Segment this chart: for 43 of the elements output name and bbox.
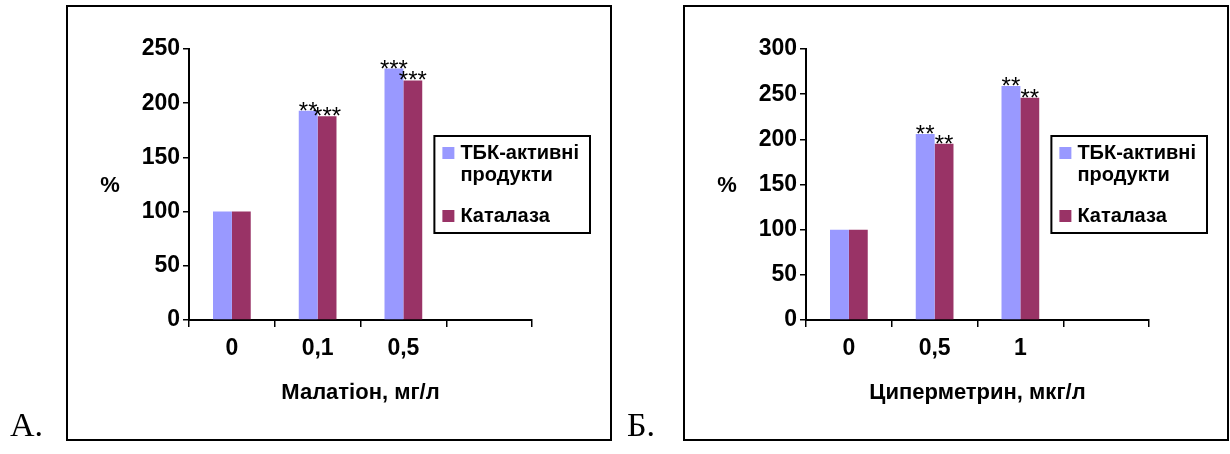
- bar: [848, 229, 868, 320]
- legend-label: ТБК-активні продукти: [460, 140, 580, 185]
- legend-label: ТБК-активні продукти: [1077, 140, 1197, 185]
- bar: [403, 80, 423, 320]
- legend-label: Каталаза: [1077, 203, 1168, 226]
- bar: [934, 143, 954, 320]
- x-tick-label: 0: [225, 334, 239, 361]
- y-tick-label: 150: [141, 142, 180, 169]
- y-tick-label: 50: [154, 251, 180, 278]
- legend-label: Каталаза: [460, 203, 551, 226]
- bar: [231, 211, 251, 320]
- bar: [1020, 97, 1040, 320]
- bar: [1001, 86, 1021, 320]
- x-tick-label: 0: [842, 334, 856, 361]
- y-tick-label: 50: [771, 260, 797, 287]
- text: Б.: [627, 406, 656, 443]
- x-tick-label: 0,5: [387, 334, 420, 361]
- data-label: **: [934, 129, 954, 157]
- data-label: **: [1001, 72, 1021, 100]
- y-tick-label: 100: [758, 215, 797, 242]
- y-axis-title: %: [717, 171, 737, 197]
- y-axis-title: %: [100, 171, 120, 197]
- y-tick-label: 100: [141, 196, 180, 223]
- y-tick-label: 250: [758, 79, 797, 106]
- y-tick-label: 200: [141, 88, 180, 115]
- x-tick-label: 1: [1013, 334, 1027, 361]
- y-tick-label: 150: [758, 169, 797, 196]
- x-axis-title: Циперметрин, мкг/л: [869, 378, 1086, 404]
- bar: [830, 229, 849, 320]
- data-label: **: [915, 119, 935, 147]
- y-tick-label: 300: [758, 34, 797, 61]
- x-tick-label: 0,1: [301, 334, 334, 361]
- y-tick-label: 250: [141, 34, 180, 61]
- data-label: **: [1020, 83, 1040, 111]
- bar: [317, 116, 337, 320]
- y-tick-label: 0: [784, 305, 797, 332]
- bar: [915, 133, 935, 320]
- x-axis-title: Малатіон, мг/л: [281, 378, 440, 404]
- y-tick-label: 200: [758, 124, 797, 151]
- text: А.: [10, 406, 44, 443]
- y-tick-label: 0: [167, 305, 180, 332]
- bar: [213, 211, 232, 320]
- x-tick-label: 0,5: [918, 334, 951, 361]
